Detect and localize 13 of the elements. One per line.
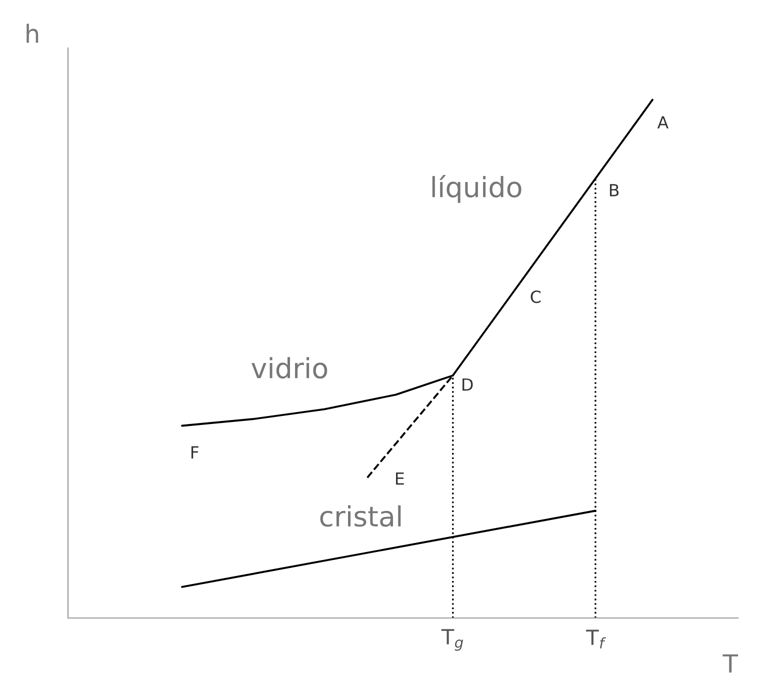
series-label: vidrio [252,357,328,379]
series-label: cristal [320,505,401,527]
y-axis-title: h [26,24,38,43]
annotation: C [530,290,541,304]
series-label: líquido [432,174,522,203]
annotation: A [657,116,669,128]
annotation: B [610,184,619,196]
annotation: F [191,446,198,458]
x-tick-label: T$_{f}$ [586,630,606,648]
x-tick-label: T$_{g}$ [441,629,464,651]
annotation: E [396,472,404,485]
x-axis-title: T [722,654,738,673]
annotation: D [462,378,473,391]
